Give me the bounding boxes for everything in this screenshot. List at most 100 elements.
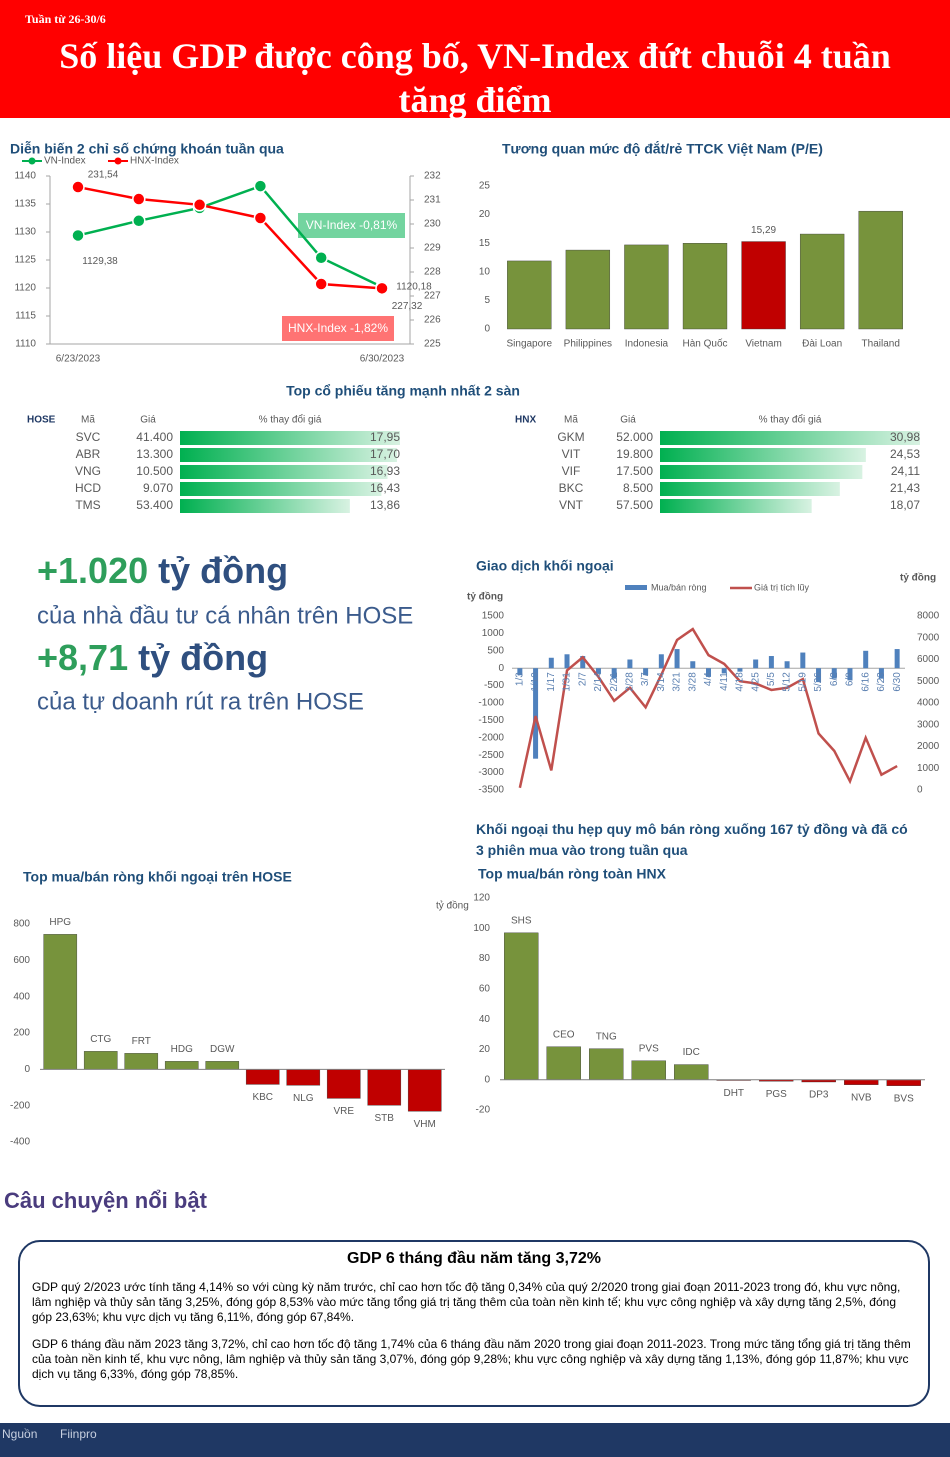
section-title: Top cổ phiếu tăng mạnh nhất 2 sàn xyxy=(286,383,520,399)
highlight: +8,71 tỷ đồng xyxy=(37,637,268,678)
x-tick-label: 1/10 xyxy=(530,672,541,692)
tick-label: -3500 xyxy=(478,785,504,796)
highlight-text: của nhà đầu tư cá nhân trên HOSE xyxy=(37,602,413,629)
x-tick-label: Thailand xyxy=(862,339,900,350)
point xyxy=(132,214,146,228)
tick-label: 0 xyxy=(484,1074,490,1085)
bar xyxy=(124,1053,159,1070)
table-cell: 9.070 xyxy=(143,481,173,495)
table-cell: 21,43 xyxy=(890,481,920,495)
table-cell: GKM xyxy=(557,430,584,444)
tick-label: 226 xyxy=(424,315,441,326)
x-tick-label: 5/26 xyxy=(813,672,824,692)
bar xyxy=(326,1069,361,1099)
tick-label: 225 xyxy=(424,339,441,350)
bar xyxy=(595,668,601,674)
footer: Nguồn Fiinpro xyxy=(0,1423,950,1457)
bar xyxy=(741,241,786,330)
x-tick-label: 3/14 xyxy=(656,672,667,692)
data-bar xyxy=(660,499,812,513)
bar xyxy=(83,1051,118,1070)
point xyxy=(71,228,85,243)
x-tick-label: Đài Loan xyxy=(802,339,842,350)
tick-label: 1115 xyxy=(15,311,36,322)
annotation-box xyxy=(298,213,405,238)
x-tick-label: HDG xyxy=(171,1044,193,1055)
series-line xyxy=(518,627,898,789)
bar xyxy=(737,668,743,672)
x-tick-label: DGW xyxy=(210,1044,235,1055)
tick-label: 15 xyxy=(479,238,491,249)
x-tick-label: 1/17 xyxy=(546,672,557,692)
table-cell: ABR xyxy=(76,447,101,461)
bar xyxy=(564,654,570,669)
legend-marker xyxy=(28,157,36,165)
x-tick-label: IDC xyxy=(683,1047,700,1058)
x-tick-label: HPG xyxy=(49,917,71,928)
x-tick-label: BVS xyxy=(894,1093,914,1104)
tick-label: 1000 xyxy=(482,628,505,639)
bar xyxy=(611,668,617,679)
table-header: Giá xyxy=(620,415,636,426)
chart-caption: Khối ngoại thu hẹp quy mô bán ròng xuống… xyxy=(476,821,908,858)
x-tick-label: VRE xyxy=(333,1106,354,1117)
x-tick-label: Indonesia xyxy=(625,339,669,350)
highlight-unit: tỷ đồng xyxy=(138,637,268,678)
table-cell: BKC xyxy=(559,481,584,495)
bar xyxy=(164,1061,199,1070)
x-tick-label: 3/21 xyxy=(672,672,683,692)
x-tick-label: 6/23 xyxy=(876,672,887,692)
axis-title: tỷ đồng xyxy=(900,572,936,584)
point xyxy=(314,251,328,265)
x-tick-label: 3/7 xyxy=(640,672,651,686)
chart-title: Top mua/bán ròng toàn HNX xyxy=(478,866,667,882)
axis-title: tỷ đồng xyxy=(436,900,469,912)
x-tick-label: 4/25 xyxy=(750,672,761,692)
x-tick-label: FRT xyxy=(132,1036,151,1047)
x-tick-label: VHM xyxy=(414,1119,436,1130)
annotation-box xyxy=(282,316,394,341)
data-label: 1129,38 xyxy=(82,256,118,267)
tick-label: 1130 xyxy=(14,227,36,238)
point xyxy=(192,198,207,212)
data-bar xyxy=(660,448,866,462)
x-tick-label: STB xyxy=(375,1113,395,1124)
x-tick-label: 6/9 xyxy=(845,672,856,686)
tick-label: 1500 xyxy=(482,611,505,622)
legend-swatch xyxy=(625,585,647,590)
tick-label: 0 xyxy=(484,324,490,335)
section-title: Câu chuyện nổi bật xyxy=(4,1188,207,1213)
point xyxy=(71,180,85,194)
chart-title: Giao dịch khối ngoại xyxy=(476,558,614,574)
x-tick-label: Hàn Quốc xyxy=(682,338,727,350)
series-line xyxy=(77,185,383,290)
table-cell: 13,86 xyxy=(370,498,400,512)
table-cell: VNG xyxy=(75,464,101,478)
table-cell: TMS xyxy=(75,498,100,512)
footer-source: Fiinpro xyxy=(60,1427,97,1441)
story-title: GDP 6 tháng đầu năm tăng 3,72% xyxy=(347,1250,601,1267)
tick-label: 7000 xyxy=(917,632,940,643)
bar xyxy=(674,1064,709,1080)
x-tick-label: NVB xyxy=(851,1092,872,1103)
tick-label: 80 xyxy=(479,953,491,964)
x-tick-label: CEO xyxy=(553,1029,575,1040)
x-tick-label: 2/21 xyxy=(609,672,620,692)
tick-label: 1120 xyxy=(14,283,36,294)
x-tick-label: PGS xyxy=(766,1089,787,1100)
tick-label: 1000 xyxy=(917,763,940,774)
bar xyxy=(674,649,680,669)
legend-label: Giá trị tích lũy xyxy=(754,582,810,592)
data-label: 1120,18 xyxy=(396,282,432,293)
table-header: % thay đổi giá xyxy=(759,414,822,426)
table-cell: 41.400 xyxy=(136,430,173,444)
series-line xyxy=(77,184,383,289)
bar xyxy=(858,210,903,330)
tick-label: -2000 xyxy=(478,732,504,743)
x-tick-label: 5/19 xyxy=(797,672,808,692)
highlight-amount: +1.020 xyxy=(37,550,148,591)
table-exchange: HNX xyxy=(515,415,536,426)
table-cell: 53.400 xyxy=(136,498,173,512)
bar xyxy=(682,242,728,330)
tick-label: 1125 xyxy=(14,255,36,266)
